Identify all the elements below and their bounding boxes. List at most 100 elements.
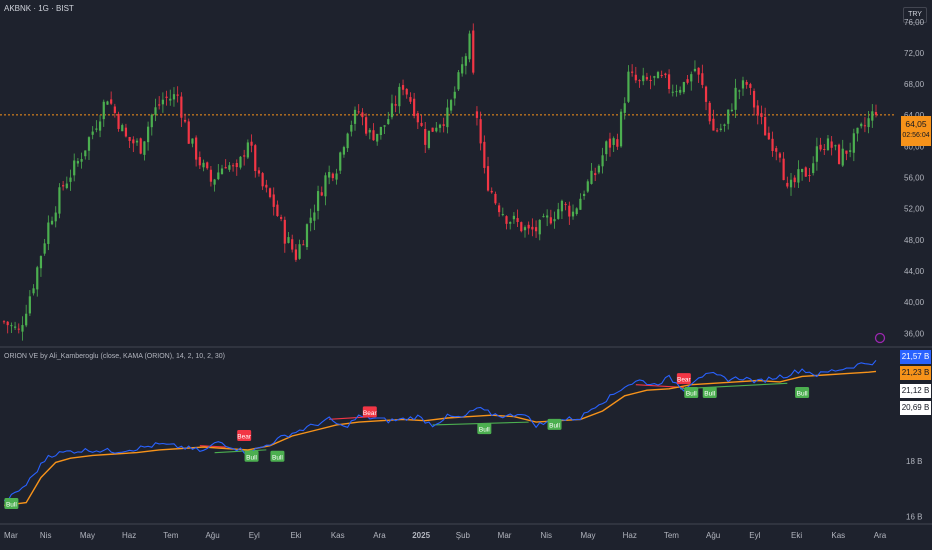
candle-body — [6, 321, 9, 326]
candle-body — [697, 67, 700, 75]
time-tick-label: Ara — [373, 531, 386, 540]
candle-body — [320, 192, 323, 196]
candle-body — [169, 98, 172, 101]
currency-button[interactable]: TRY — [903, 7, 927, 23]
candle-body — [505, 216, 508, 224]
candle-body — [32, 288, 35, 294]
candle-body — [191, 138, 194, 144]
time-tick-label: Tem — [664, 531, 679, 540]
candle-body — [128, 137, 131, 141]
candle-body — [667, 74, 671, 89]
candle-body — [660, 75, 663, 77]
candle-body — [498, 205, 501, 213]
candle-body — [346, 133, 349, 149]
candle-body — [420, 122, 423, 126]
candle-body — [158, 104, 161, 106]
candle-body — [509, 222, 512, 224]
candle-body — [708, 102, 711, 122]
bar-countdown: 02:56:04 — [902, 132, 930, 139]
candle-body — [353, 109, 357, 124]
time-tick-label: Ara — [874, 531, 887, 540]
candle-body — [653, 76, 656, 78]
candle-body — [645, 77, 649, 80]
signal-text: Bull — [272, 454, 283, 461]
candle-body — [87, 137, 91, 151]
pane-settings-icon[interactable] — [874, 332, 886, 344]
time-tick-label: Haz — [623, 531, 637, 540]
bull-signal-label: Bull — [270, 450, 285, 462]
candle-body — [91, 131, 94, 135]
candle-body — [316, 191, 320, 211]
candle-body — [220, 168, 224, 175]
candle-body — [523, 227, 527, 231]
candle-body — [590, 170, 593, 184]
candle-body — [409, 97, 412, 102]
candle-body — [21, 325, 24, 332]
candle-body — [180, 96, 183, 118]
candle-body — [342, 147, 346, 155]
candle-body — [605, 141, 608, 155]
candle-body — [830, 141, 833, 148]
candlestick-series — [2, 23, 878, 341]
candle-body — [110, 99, 113, 104]
candle-body — [154, 107, 157, 115]
candle-body — [734, 87, 737, 110]
symbol-title: AKBNK · 1G · BIST — [4, 4, 74, 13]
signal-labels: Bull Bear Bull Bull Bear Bull Bull Bear Bull Bull… — [4, 373, 810, 509]
price-tick-label: 36,00 — [904, 329, 925, 338]
candle-body — [568, 205, 571, 217]
candle-body — [117, 113, 120, 129]
candle-body — [54, 212, 57, 222]
candle-body — [176, 94, 179, 96]
candle-body — [235, 162, 238, 168]
candle-body — [679, 89, 682, 93]
candle-body — [782, 158, 785, 181]
price-tick-label: 52,00 — [904, 205, 925, 214]
indicator-tag-kama: 21,23 B — [900, 366, 931, 380]
candle-body — [701, 73, 704, 85]
candle-body — [549, 217, 552, 224]
price-tick-label: 56,00 — [904, 174, 925, 183]
signal-text: Bull — [6, 501, 17, 508]
signal-text: Bull — [479, 427, 490, 434]
candle-body — [36, 267, 39, 290]
candle-body — [357, 111, 360, 113]
candle-body — [586, 181, 589, 192]
candle-body — [69, 177, 72, 182]
indicator-tag-volume: 21,57 B — [900, 350, 931, 364]
candle-body — [427, 130, 431, 148]
candle-body — [394, 104, 397, 106]
candle-body — [741, 80, 745, 89]
indicator-tag-level-1: 21,12 B — [900, 384, 931, 398]
candle-body — [106, 101, 109, 105]
candle-body — [379, 126, 382, 135]
candle-body — [383, 125, 386, 127]
candle-body — [268, 188, 272, 198]
candle-body — [350, 124, 353, 132]
candle-body — [849, 150, 852, 152]
time-tick-label: Kas — [331, 531, 345, 540]
candle-body — [823, 149, 826, 151]
signal-text: Bull — [549, 422, 560, 429]
time-tick-label: Eki — [791, 531, 802, 540]
candle-body — [579, 198, 582, 210]
candle-body — [246, 142, 249, 158]
bear-signal-label: Bear — [362, 406, 377, 418]
bull-signal-label: Bull — [547, 418, 562, 430]
candle-body — [649, 79, 652, 81]
price-tick-label: 76,00 — [904, 18, 925, 27]
candle-body — [468, 33, 471, 60]
candle-body — [623, 103, 626, 113]
candle-body — [778, 153, 782, 158]
candle-body — [800, 168, 804, 173]
candle-body — [424, 128, 427, 145]
candle-body — [165, 96, 168, 98]
bear-signal-label: Bear — [237, 430, 252, 441]
candle-body — [490, 190, 493, 193]
candle-body — [339, 152, 342, 171]
candle-body — [616, 139, 619, 147]
candle-body — [534, 227, 538, 232]
candle-body — [73, 160, 76, 176]
indicator-title[interactable]: ORION VE by Ali_Kamberoglu (close, KAMA … — [4, 353, 225, 360]
